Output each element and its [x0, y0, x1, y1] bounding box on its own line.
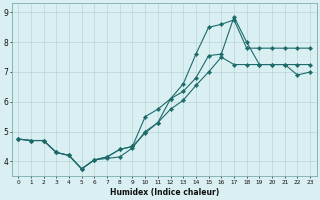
X-axis label: Humidex (Indice chaleur): Humidex (Indice chaleur): [109, 188, 219, 197]
